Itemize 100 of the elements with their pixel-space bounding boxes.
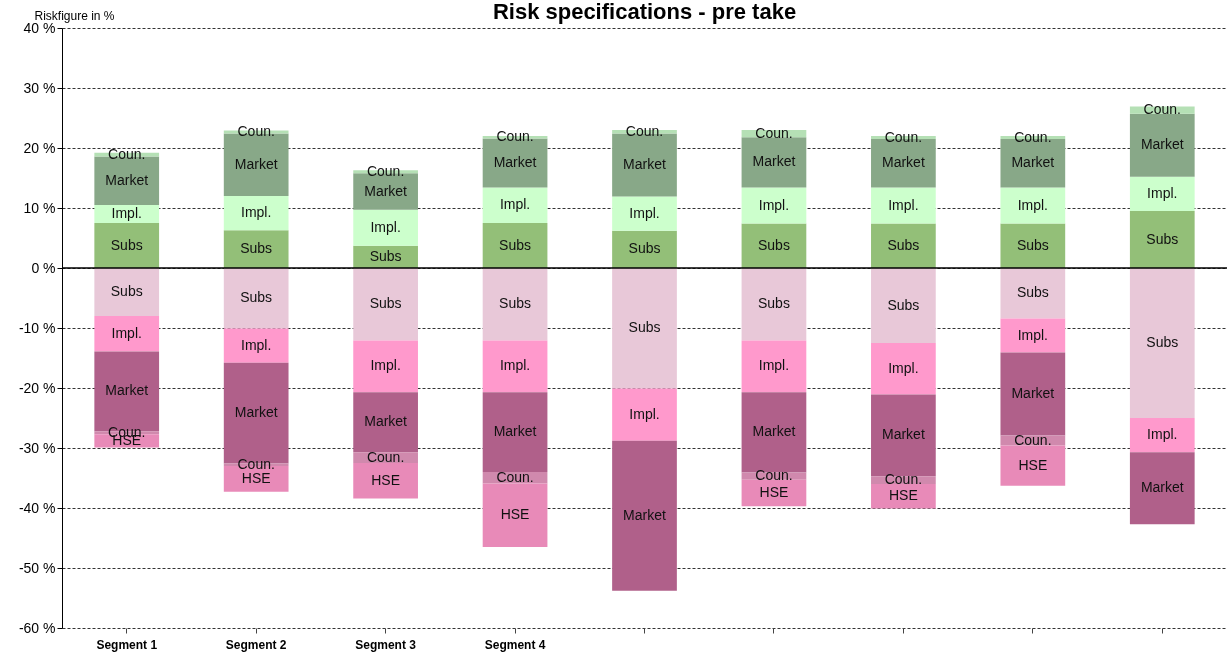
series-label: Market (364, 182, 408, 199)
text: Coun. (108, 145, 146, 162)
text: Impl. (499, 196, 531, 213)
text: Subs (1016, 284, 1049, 301)
text: Subs (757, 295, 790, 312)
text: Market (234, 404, 278, 421)
bar (1129, 452, 1195, 525)
text: Impl. (758, 357, 790, 374)
text: Market (752, 153, 796, 170)
text: Market (623, 156, 666, 173)
bar (1129, 211, 1195, 268)
text: Impl. (499, 357, 531, 374)
text: Market (623, 506, 666, 523)
text: Impl. (1147, 184, 1178, 201)
y-tick-label: 20 % (23, 139, 56, 156)
text: Impl. (888, 359, 919, 376)
bar (353, 392, 418, 453)
series-label: Impl. (111, 205, 142, 221)
text: Subs (240, 240, 273, 257)
bar (871, 343, 936, 395)
bar (353, 268, 418, 341)
bar (94, 223, 160, 268)
bar (482, 392, 548, 472)
bar (482, 268, 548, 341)
text: Market (493, 154, 537, 170)
chart-title: Risk specifications - pre take (492, 0, 797, 24)
text: Market (881, 426, 925, 443)
series-label: Subs (369, 247, 402, 264)
bar (223, 268, 289, 329)
text: Impl. (629, 405, 660, 422)
bar (871, 187, 936, 224)
text: Market (234, 155, 278, 172)
x-tick-label: Segment 3 (355, 637, 417, 652)
text: HSE (371, 471, 401, 488)
text: Market (105, 171, 149, 188)
text: Subs (1146, 230, 1179, 247)
bar (482, 483, 548, 547)
text: Market (364, 413, 408, 430)
text: Coun. (496, 468, 534, 485)
text: Subs (499, 236, 532, 253)
text: Market (493, 423, 537, 440)
text: Subs (887, 296, 920, 313)
text: Subs (240, 289, 273, 306)
text: HSE (1018, 456, 1048, 473)
bar (1000, 268, 1066, 319)
x-tick-label: Segment 1 (96, 637, 158, 652)
text: Market (1011, 154, 1055, 171)
text: Subs (1016, 236, 1049, 253)
bar (353, 463, 418, 499)
text: Impl. (629, 204, 660, 221)
text: Subs (628, 319, 661, 336)
text: HSE (888, 487, 918, 504)
y-tick-label: -50 % (18, 559, 56, 576)
bar (1129, 268, 1195, 418)
text: Subs (887, 236, 920, 253)
text: Coun. (1014, 128, 1052, 145)
text: HSE (759, 484, 789, 500)
bar (1000, 445, 1066, 486)
text: Market (1140, 479, 1184, 496)
bar (612, 196, 677, 231)
series-label: Impl. (240, 336, 272, 353)
text: Market (752, 423, 796, 440)
bar (1000, 223, 1066, 268)
bar (94, 316, 160, 352)
text: Market (1140, 136, 1184, 153)
y-tick-label: -40 % (18, 499, 56, 516)
text: HSE (241, 469, 271, 486)
text: Coun. (884, 128, 923, 145)
bar (223, 230, 289, 268)
bar (612, 268, 677, 389)
x-tick-label: Segment 4 (484, 637, 546, 652)
series-label: Coun. (496, 128, 534, 145)
text: HSE (500, 506, 530, 523)
bar (1129, 418, 1195, 453)
bar (482, 187, 548, 223)
bar (741, 137, 807, 188)
bar (741, 268, 807, 341)
bar (612, 440, 677, 591)
text: Market (881, 154, 925, 171)
text: Impl. (1147, 426, 1178, 443)
y-tick-label: -10 % (18, 319, 56, 336)
bar (353, 340, 418, 393)
text: Coun. (1143, 101, 1181, 118)
bar (94, 268, 160, 316)
text: Subs (1146, 334, 1179, 350)
text: Market (105, 382, 149, 399)
text: Coun. (237, 123, 275, 140)
text: Impl. (111, 324, 142, 341)
bar (223, 196, 289, 231)
bar (1000, 318, 1066, 353)
text: Coun. (755, 124, 793, 141)
y-tick-label: -20 % (18, 379, 56, 396)
text: Impl. (1017, 196, 1049, 213)
text: Subs (628, 240, 661, 257)
bar (1129, 113, 1195, 177)
y-tick-label: 0 % (31, 259, 56, 276)
x-tick-label: Segment 2 (225, 637, 287, 652)
text: Subs (110, 236, 143, 253)
text: Subs (499, 295, 532, 312)
y-tick-label: -60 % (18, 619, 56, 636)
